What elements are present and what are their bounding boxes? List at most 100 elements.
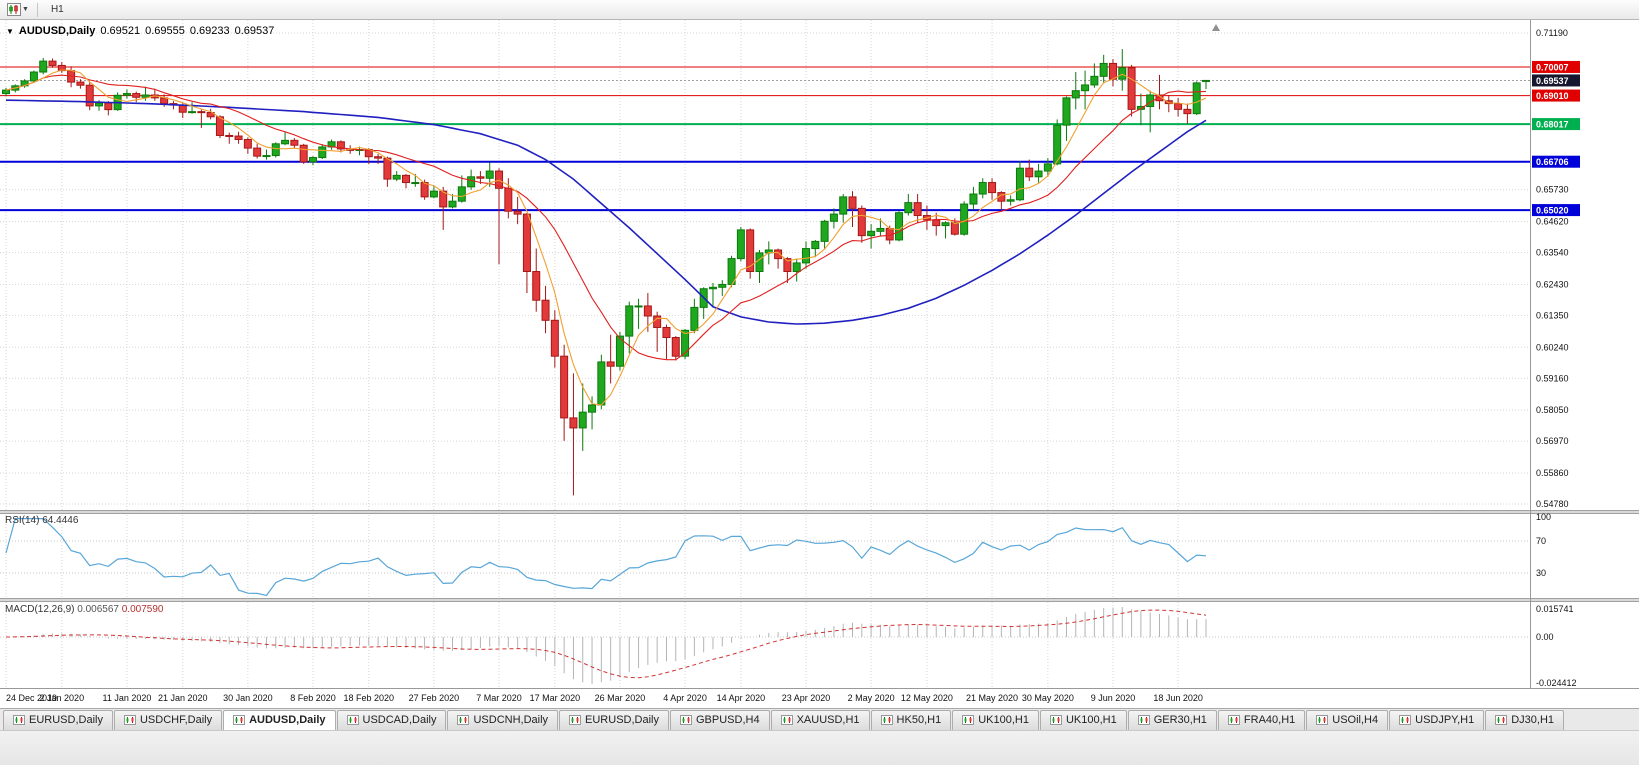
candle-body — [662, 326, 671, 339]
chart-canvas[interactable]: 0.71190 0.65730 0.64620 0.63540 0.62430 0.613… — [0, 20, 1639, 708]
candle-body — [1062, 97, 1071, 126]
chart-shift-marker[interactable] — [1212, 24, 1220, 31]
candle-body — [253, 147, 262, 157]
period-button-h1[interactable]: H1 — [50, 3, 64, 15]
candle-body — [671, 337, 680, 357]
rsi-scale-label: 30 — [1536, 568, 1546, 578]
candle-body — [1202, 79, 1210, 82]
mini-chart-icon — [13, 715, 25, 725]
rsi-scale-label: 100 — [1536, 512, 1551, 522]
candle-body — [1015, 167, 1024, 201]
tab-usdcnh-daily[interactable]: USDCNH,Daily — [447, 710, 559, 730]
candle-body — [141, 94, 150, 98]
price-badge-text: 0.69010 — [1536, 91, 1569, 101]
candle-body — [783, 258, 792, 273]
price-badge: 0.65020 — [1532, 204, 1580, 217]
mini-chart-icon — [233, 715, 246, 725]
candle-body — [178, 104, 187, 113]
candle-body — [1192, 82, 1201, 115]
candle-body — [1174, 103, 1183, 110]
candle-body — [402, 174, 410, 184]
chart-type-button[interactable]: ▼ — [4, 2, 32, 17]
tab-audusd-daily[interactable]: AUDUSD,Daily — [223, 710, 336, 730]
pane-divider[interactable] — [0, 510, 1639, 514]
tab-usdcad-daily[interactable]: USDCAD,Daily — [336, 710, 447, 730]
candle-body — [857, 207, 866, 237]
price-badge: 0.66706 — [1532, 155, 1580, 168]
candle-body — [85, 84, 94, 107]
date-tick-label: 21 Jan 2020 — [158, 693, 208, 703]
chart-window[interactable]: 0.71190 0.65730 0.64620 0.63540 0.62430 0.613… — [0, 20, 1639, 708]
rsi-scale-label: 70 — [1536, 536, 1546, 546]
price-tick-label: 0.62430 — [1536, 279, 1569, 289]
price-badge-text: 0.69537 — [1536, 76, 1569, 86]
candle-body — [746, 229, 755, 273]
candle-body — [718, 283, 727, 288]
date-tick-label: 21 May 2020 — [966, 693, 1018, 703]
candle-body — [467, 176, 476, 188]
tab-eurusd-daily[interactable]: EURUSD,Daily — [559, 710, 669, 730]
price-badge-text: 0.65020 — [1536, 206, 1569, 216]
candle-body — [243, 138, 252, 149]
candle-body — [1006, 199, 1015, 202]
tab-usoil-h4[interactable]: USOil,H4 — [1306, 710, 1389, 730]
date-tick-label: 27 Feb 2020 — [409, 693, 460, 703]
chevron-down-icon: ▼ — [22, 6, 29, 13]
date-tick-label: 18 Feb 2020 — [344, 693, 395, 703]
tab-usdjpy-h1[interactable]: USDJPY,H1 — [1389, 710, 1485, 730]
candle-body — [429, 190, 438, 198]
tab-hk50-h1[interactable]: HK50,H1 — [870, 710, 952, 730]
mini-chart-icon — [1399, 715, 1412, 725]
mini-chart-icon — [1049, 715, 1062, 725]
tab-gbpusd-h4[interactable]: GBPUSD,H4 — [670, 710, 770, 730]
date-tick-label: 23 Apr 2020 — [782, 693, 831, 703]
rsi-pane — [0, 518, 1530, 597]
price-tick-label: 0.58050 — [1536, 405, 1569, 415]
tab-fra40-h1[interactable]: FRA40,H1 — [1217, 710, 1306, 730]
candle-body — [932, 219, 941, 227]
date-tick-label: 18 Jun 2020 — [1153, 693, 1203, 703]
candle-body — [2, 89, 10, 95]
tab-uk100-h1[interactable]: UK100,H1 — [1039, 710, 1127, 730]
date-tick-label: 14 Apr 2020 — [717, 693, 766, 703]
candle-body — [1081, 84, 1090, 92]
date-tick-label: 2 May 2020 — [848, 693, 895, 703]
candle-body — [690, 306, 699, 331]
candle-body — [541, 299, 550, 321]
candle-body — [1034, 170, 1043, 178]
mini-chart-icon — [123, 715, 136, 725]
tab-label: USDJPY,H1 — [1415, 714, 1475, 726]
ma-slow-line — [5, 99, 1207, 325]
mini-chart-icon — [780, 715, 793, 725]
candle-body — [848, 196, 857, 209]
tab-xauusd-h1[interactable]: XAUUSD,H1 — [770, 710, 870, 730]
tab-label: UK100,H1 — [1065, 714, 1117, 726]
tab-usdchf-daily[interactable]: USDCHF,Daily — [113, 710, 223, 730]
candle-body — [1043, 163, 1052, 172]
tab-eurusd-daily[interactable]: EURUSD,Daily — [3, 710, 113, 730]
candle-body — [95, 102, 104, 107]
candle-body — [1108, 62, 1117, 80]
tab-ger30-h1[interactable]: GER30,H1 — [1127, 710, 1217, 730]
pane-divider[interactable] — [0, 598, 1639, 602]
candle-body — [625, 305, 634, 337]
candle-body — [1099, 62, 1108, 77]
tab-label: AUDUSD,Daily — [249, 714, 326, 726]
candle-body — [1090, 75, 1099, 86]
mini-chart-icon — [346, 715, 359, 725]
horizontal-level-lines[interactable] — [0, 66, 1530, 212]
rsi-line — [5, 518, 1207, 597]
candle-body — [1025, 167, 1034, 178]
candle-body — [1071, 90, 1080, 99]
candle-body — [197, 111, 206, 114]
tab-dj30-h1[interactable]: DJ30,H1 — [1485, 710, 1565, 730]
candle-body — [978, 182, 987, 195]
candle-body — [160, 97, 169, 105]
candle-body — [504, 187, 513, 212]
candle-body — [867, 230, 876, 237]
candle-body — [811, 240, 820, 250]
tab-uk100-h1[interactable]: UK100,H1 — [952, 710, 1039, 730]
tab-label: HK50,H1 — [896, 714, 942, 726]
axes: 0.71190 0.65730 0.64620 0.63540 0.62430 0.613… — [0, 20, 1639, 703]
